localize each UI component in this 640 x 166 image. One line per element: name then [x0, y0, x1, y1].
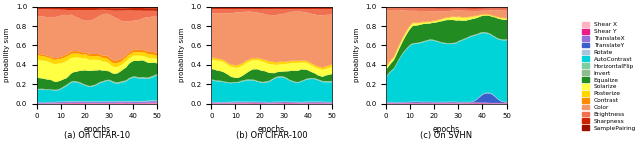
X-axis label: epochs: epochs [83, 125, 111, 134]
Title: (a) On CIFAR-10: (a) On CIFAR-10 [64, 131, 130, 140]
Y-axis label: probability sum: probability sum [4, 28, 10, 82]
Title: (b) On CIFAR-100: (b) On CIFAR-100 [236, 131, 307, 140]
X-axis label: epochs: epochs [258, 125, 285, 134]
Y-axis label: probability sum: probability sum [353, 28, 360, 82]
Title: (c) On SVHN: (c) On SVHN [420, 131, 472, 140]
Y-axis label: probability sum: probability sum [179, 28, 185, 82]
X-axis label: epochs: epochs [433, 125, 460, 134]
Legend: Shear X, Shear Y, TranslateX, TranslateY, Rotate, AutoContrast, HorizontalFlip, : Shear X, Shear Y, TranslateX, TranslateY… [581, 21, 637, 132]
